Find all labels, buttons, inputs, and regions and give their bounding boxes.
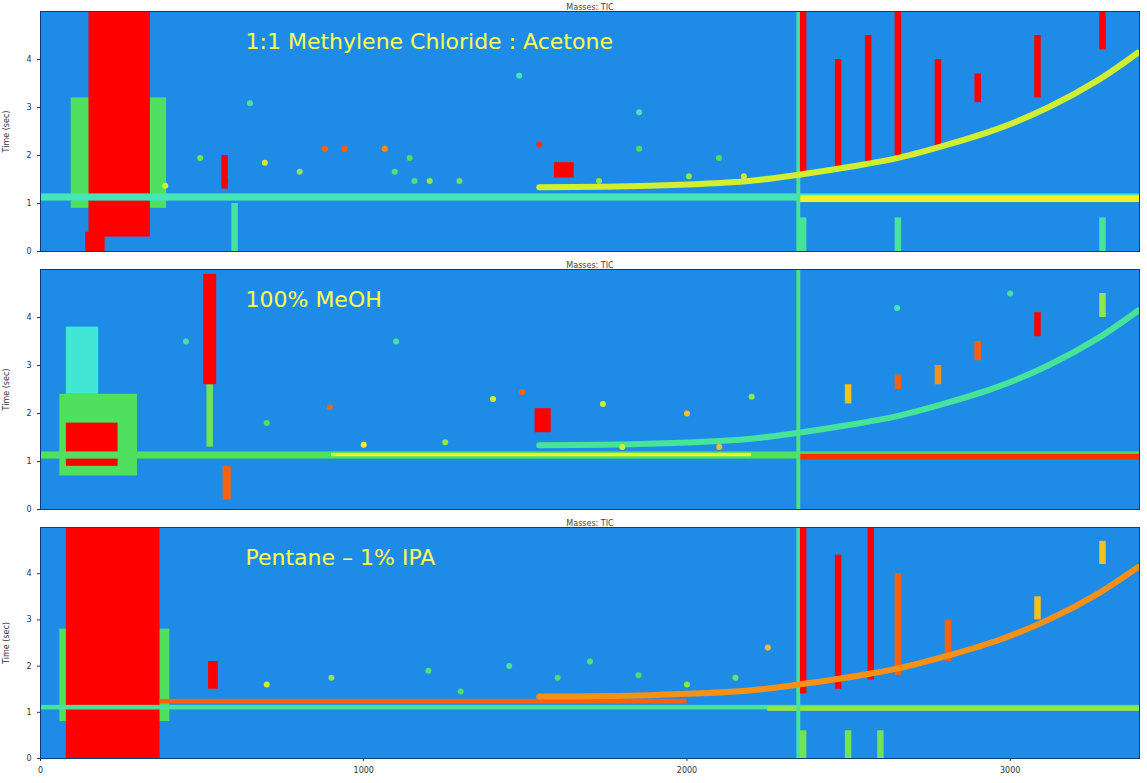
svg-text:1: 1 <box>26 457 31 466</box>
svg-text:Masses: TIC: Masses: TIC <box>566 261 614 270</box>
svg-text:2: 2 <box>26 151 31 160</box>
svg-text:Time (sec): Time (sec) <box>2 622 11 665</box>
svg-text:1: 1 <box>26 708 31 717</box>
svg-text:4: 4 <box>26 313 31 322</box>
svg-text:3: 3 <box>26 103 31 112</box>
svg-text:1:1 Methylene Chloride : Aceto: 1:1 Methylene Chloride : Acetone <box>246 29 613 54</box>
svg-text:2000: 2000 <box>677 766 697 775</box>
svg-text:3: 3 <box>26 361 31 370</box>
svg-text:Time (sec): Time (sec) <box>2 369 11 412</box>
svg-text:0: 0 <box>26 247 31 256</box>
svg-text:Time (sec): Time (sec) <box>2 111 11 154</box>
svg-text:100% MeOH: 100% MeOH <box>246 287 382 312</box>
svg-text:1000: 1000 <box>354 766 374 775</box>
svg-text:0: 0 <box>26 505 31 514</box>
svg-text:Masses: TIC: Masses: TIC <box>566 3 614 12</box>
svg-text:1: 1 <box>26 199 31 208</box>
svg-text:2: 2 <box>26 662 31 671</box>
svg-text:3: 3 <box>26 615 31 624</box>
svg-text:Masses: TIC: Masses: TIC <box>566 519 614 528</box>
svg-text:4: 4 <box>26 55 31 64</box>
svg-text:4: 4 <box>26 569 31 578</box>
svg-text:2: 2 <box>26 409 31 418</box>
svg-text:3000: 3000 <box>1000 766 1020 775</box>
svg-text:0: 0 <box>38 766 43 775</box>
svg-text:Pentane – 1% IPA: Pentane – 1% IPA <box>246 545 436 570</box>
svg-text:0: 0 <box>26 754 31 763</box>
